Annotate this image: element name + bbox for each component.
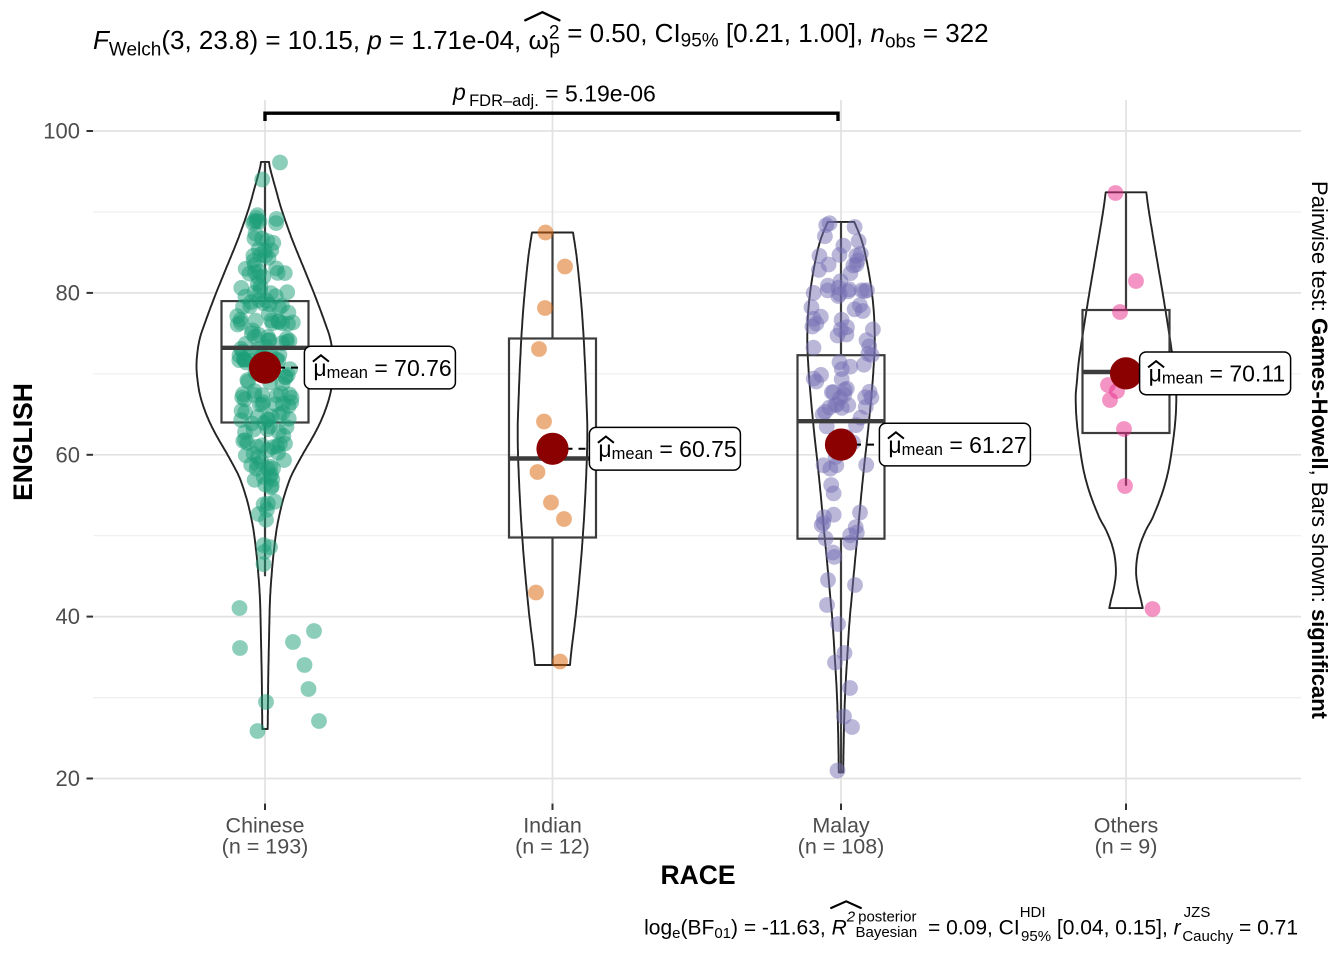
- svg-text:μmean = 70.76: μmean = 70.76: [313, 355, 451, 382]
- svg-text:Malay: Malay: [812, 814, 870, 838]
- svg-text:(n = 12): (n = 12): [515, 834, 590, 858]
- svg-text:μmean = 70.11: μmean = 70.11: [1149, 361, 1286, 388]
- svg-text:FWelch(3, 23.8) = 10.15, p = 1: FWelch(3, 23.8) = 10.15, p = 1.71e-04, ω…: [93, 18, 989, 61]
- svg-text:100: 100: [43, 119, 80, 144]
- svg-text:Pairwise test: Games-Howell, B: Pairwise test: Games-Howell, Bars shown:…: [1307, 181, 1332, 720]
- svg-text:Others: Others: [1094, 814, 1159, 838]
- svg-text:p FDR–adj. = 5.19e-06: p FDR–adj. = 5.19e-06: [452, 79, 656, 110]
- svg-text:40: 40: [56, 604, 80, 629]
- svg-text:ENGLISH: ENGLISH: [8, 383, 38, 501]
- svg-text:Indian: Indian: [523, 814, 582, 838]
- svg-text:(n = 108): (n = 108): [798, 834, 885, 858]
- svg-text:Chinese: Chinese: [226, 814, 305, 838]
- svg-text:(n = 193): (n = 193): [222, 834, 309, 858]
- svg-text:(n = 9): (n = 9): [1095, 834, 1158, 858]
- svg-text:80: 80: [56, 280, 80, 305]
- svg-text:60: 60: [56, 442, 80, 467]
- svg-text:RACE: RACE: [660, 860, 735, 890]
- svg-text:20: 20: [56, 766, 80, 791]
